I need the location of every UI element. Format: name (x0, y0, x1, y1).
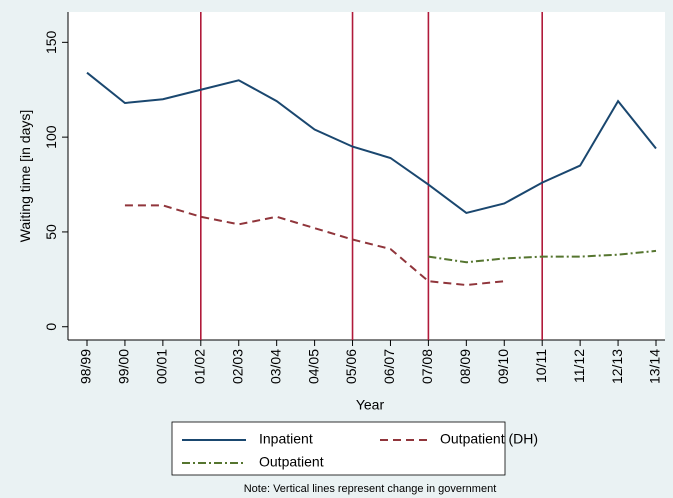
x-tick-label: 07/08 (419, 349, 435, 384)
legend-box (171, 421, 506, 476)
note: Note: Vertical lines represent change in… (244, 483, 497, 495)
y-tick-label: 0 (43, 323, 59, 331)
x-tick-label: 98/99 (78, 349, 94, 384)
legend-label: Outpatient (259, 454, 324, 470)
x-tick-label: 03/04 (267, 349, 283, 384)
y-tick-label: 50 (43, 224, 59, 240)
x-tick-label: 12/13 (609, 349, 625, 384)
x-tick-label: 08/09 (457, 349, 473, 384)
series-line (428, 249, 657, 264)
x-tick-label: 04/05 (305, 349, 321, 384)
x-tick-label: 06/07 (381, 349, 397, 384)
series-line (86, 71, 657, 215)
legend-label: Outpatient (DH) (440, 431, 538, 447)
y-axis-title: Waiting time [in days] (17, 110, 33, 243)
x-tick-label: 10/11 (533, 349, 549, 383)
legend-label: Inpatient (259, 431, 313, 447)
x-axis-title: Year (356, 397, 385, 413)
x-tick-label: 05/06 (343, 349, 359, 384)
y-tick-label: 150 (43, 30, 59, 54)
plot-area (68, 12, 665, 340)
x-tick-label: 11/12 (571, 349, 587, 383)
x-tick-label: 02/03 (229, 349, 245, 384)
x-tick-label: 00/01 (154, 349, 170, 384)
x-tick-label: 09/10 (495, 349, 511, 384)
y-tick-label: 100 (43, 125, 59, 149)
x-tick-label: 01/02 (192, 349, 208, 384)
x-tick-label: 13/14 (647, 349, 663, 384)
x-tick-label: 99/00 (116, 349, 132, 384)
